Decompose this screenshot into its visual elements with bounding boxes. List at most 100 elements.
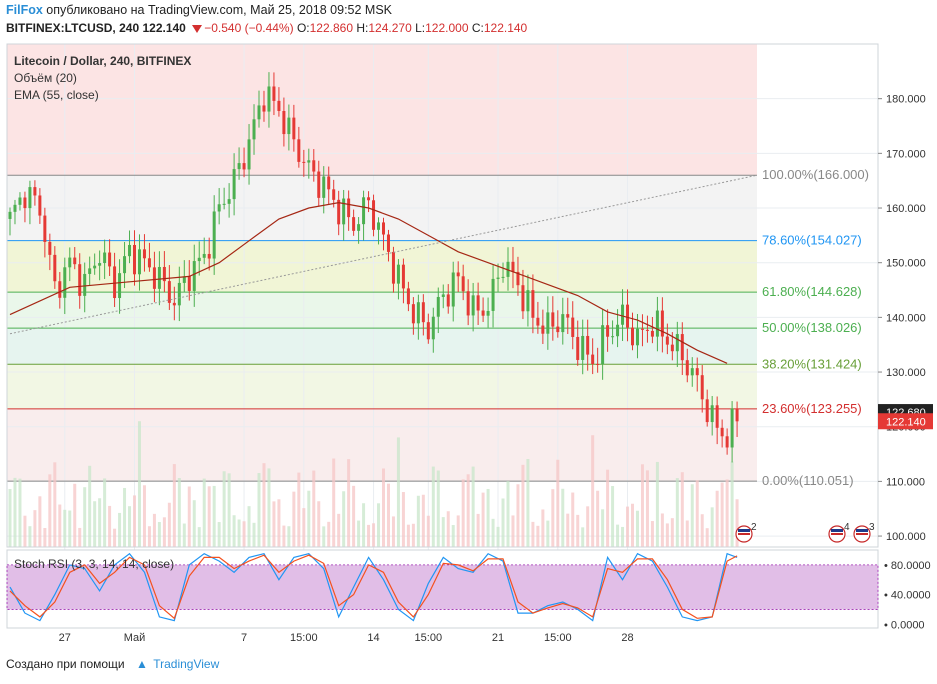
volume-bar — [93, 501, 97, 547]
volume-bar — [621, 526, 625, 547]
volume-bar — [616, 524, 620, 547]
candle — [307, 160, 311, 163]
volume-bar — [576, 514, 580, 547]
trend-line[interactable] — [9, 174, 758, 335]
volume-bar — [501, 498, 505, 547]
candle — [377, 222, 381, 230]
flag-stripe-icon — [738, 533, 750, 535]
high-value: 124.270 — [368, 21, 412, 35]
fib-zone — [7, 240, 757, 293]
candle — [142, 249, 146, 259]
price-axis[interactable]: 100.000110.000120.000130.000140.000150.0… — [878, 94, 926, 543]
volume-bar — [347, 459, 351, 547]
author-name[interactable]: FilFox — [6, 3, 43, 17]
tradingview-link[interactable]: TradingView — [153, 657, 220, 671]
volume-bar — [665, 523, 669, 547]
candle — [705, 399, 709, 423]
candle — [611, 336, 615, 338]
candle — [501, 276, 505, 278]
candle — [411, 304, 415, 324]
volume-bar — [192, 500, 196, 547]
volume-bar — [476, 513, 480, 547]
ema-line — [9, 201, 728, 364]
volume-bar — [631, 503, 634, 547]
volume-bar — [431, 466, 435, 547]
ema-legend[interactable]: EMA (55, close) — [14, 88, 99, 102]
time-tick-label: 15:00 — [544, 632, 572, 644]
volume-bar — [521, 464, 525, 547]
fibonacci-lines — [7, 174, 757, 482]
candle — [491, 278, 495, 311]
flag-stripe-icon — [856, 533, 868, 535]
candle — [227, 199, 231, 204]
tradingview-logo-icon[interactable]: ▲ — [135, 657, 148, 671]
event-flag-us-2[interactable]: 2 — [735, 522, 757, 543]
volume-bar — [33, 510, 37, 547]
candle — [312, 160, 316, 172]
stoch-legend[interactable]: Stoch RSI (3, 3, 14, 14, close) — [14, 557, 174, 571]
volume-bar — [292, 491, 296, 547]
stoch-axis[interactable]: • 0.0000 • 40.0000 • 80.0000 — [884, 560, 931, 631]
candle — [347, 198, 351, 218]
candle — [670, 344, 674, 352]
candle — [108, 252, 112, 267]
candle — [317, 171, 321, 198]
volume-bar — [411, 523, 415, 547]
volume-bar — [48, 474, 52, 547]
candle — [118, 273, 122, 299]
time-axis[interactable]: 27 Май 7 15:00 14 15:00 21 15:00 28 — [59, 632, 634, 644]
made-with-text: Создано при помощи — [6, 657, 125, 671]
candle — [586, 335, 590, 355]
volume-bar — [342, 491, 346, 547]
candle — [23, 197, 27, 209]
volume-bar — [511, 515, 515, 547]
stoch-rsi-band — [6, 564, 879, 610]
candle — [302, 161, 306, 163]
volume-bar — [187, 486, 191, 547]
candle — [436, 296, 440, 317]
volume-bar — [88, 465, 92, 547]
candle — [38, 195, 42, 216]
volume-bar — [108, 505, 112, 547]
volume-bar — [307, 490, 311, 547]
candle — [655, 310, 659, 337]
volume-bar — [611, 486, 615, 547]
volume-bar — [700, 514, 704, 547]
volume-bar — [287, 526, 291, 547]
volume-bar — [212, 485, 216, 547]
candle — [596, 363, 600, 365]
volume-bar — [247, 506, 251, 547]
volume-bar — [561, 488, 565, 547]
candle — [212, 211, 216, 259]
candle — [367, 197, 371, 201]
volume-bar — [172, 464, 176, 547]
candle — [197, 257, 201, 262]
candle — [695, 368, 699, 376]
volume-bar — [715, 490, 719, 547]
volume-bar — [73, 483, 77, 547]
time-tick-label: 14 — [367, 632, 379, 644]
volume-bar — [451, 525, 455, 547]
candle — [113, 266, 117, 299]
volume-bar — [581, 527, 585, 547]
candle — [675, 334, 679, 352]
volume-legend[interactable]: Объём (20) — [14, 71, 77, 85]
fib-label: 78.60%(154.027) — [762, 233, 862, 248]
volume-bar — [128, 506, 132, 547]
event-flag-us-3[interactable]: 3 — [853, 522, 875, 543]
volume-bar — [367, 524, 371, 547]
volume-bar — [690, 484, 694, 547]
candle — [685, 360, 689, 376]
candle — [725, 436, 729, 448]
symbol-label: BITFINEX:LTCUSD, 240 — [6, 21, 140, 35]
candle — [162, 266, 166, 282]
event-flag-us-4[interactable]: 4 — [828, 522, 850, 543]
chart-title: Litecoin / Dollar, 240, BITFINEX — [14, 54, 191, 68]
candle — [406, 288, 410, 305]
volume-bar — [566, 513, 570, 547]
candle — [631, 327, 634, 346]
volume-bar — [103, 478, 107, 547]
volume-bar — [685, 520, 689, 547]
price-tick-label: 110.000 — [886, 476, 925, 488]
